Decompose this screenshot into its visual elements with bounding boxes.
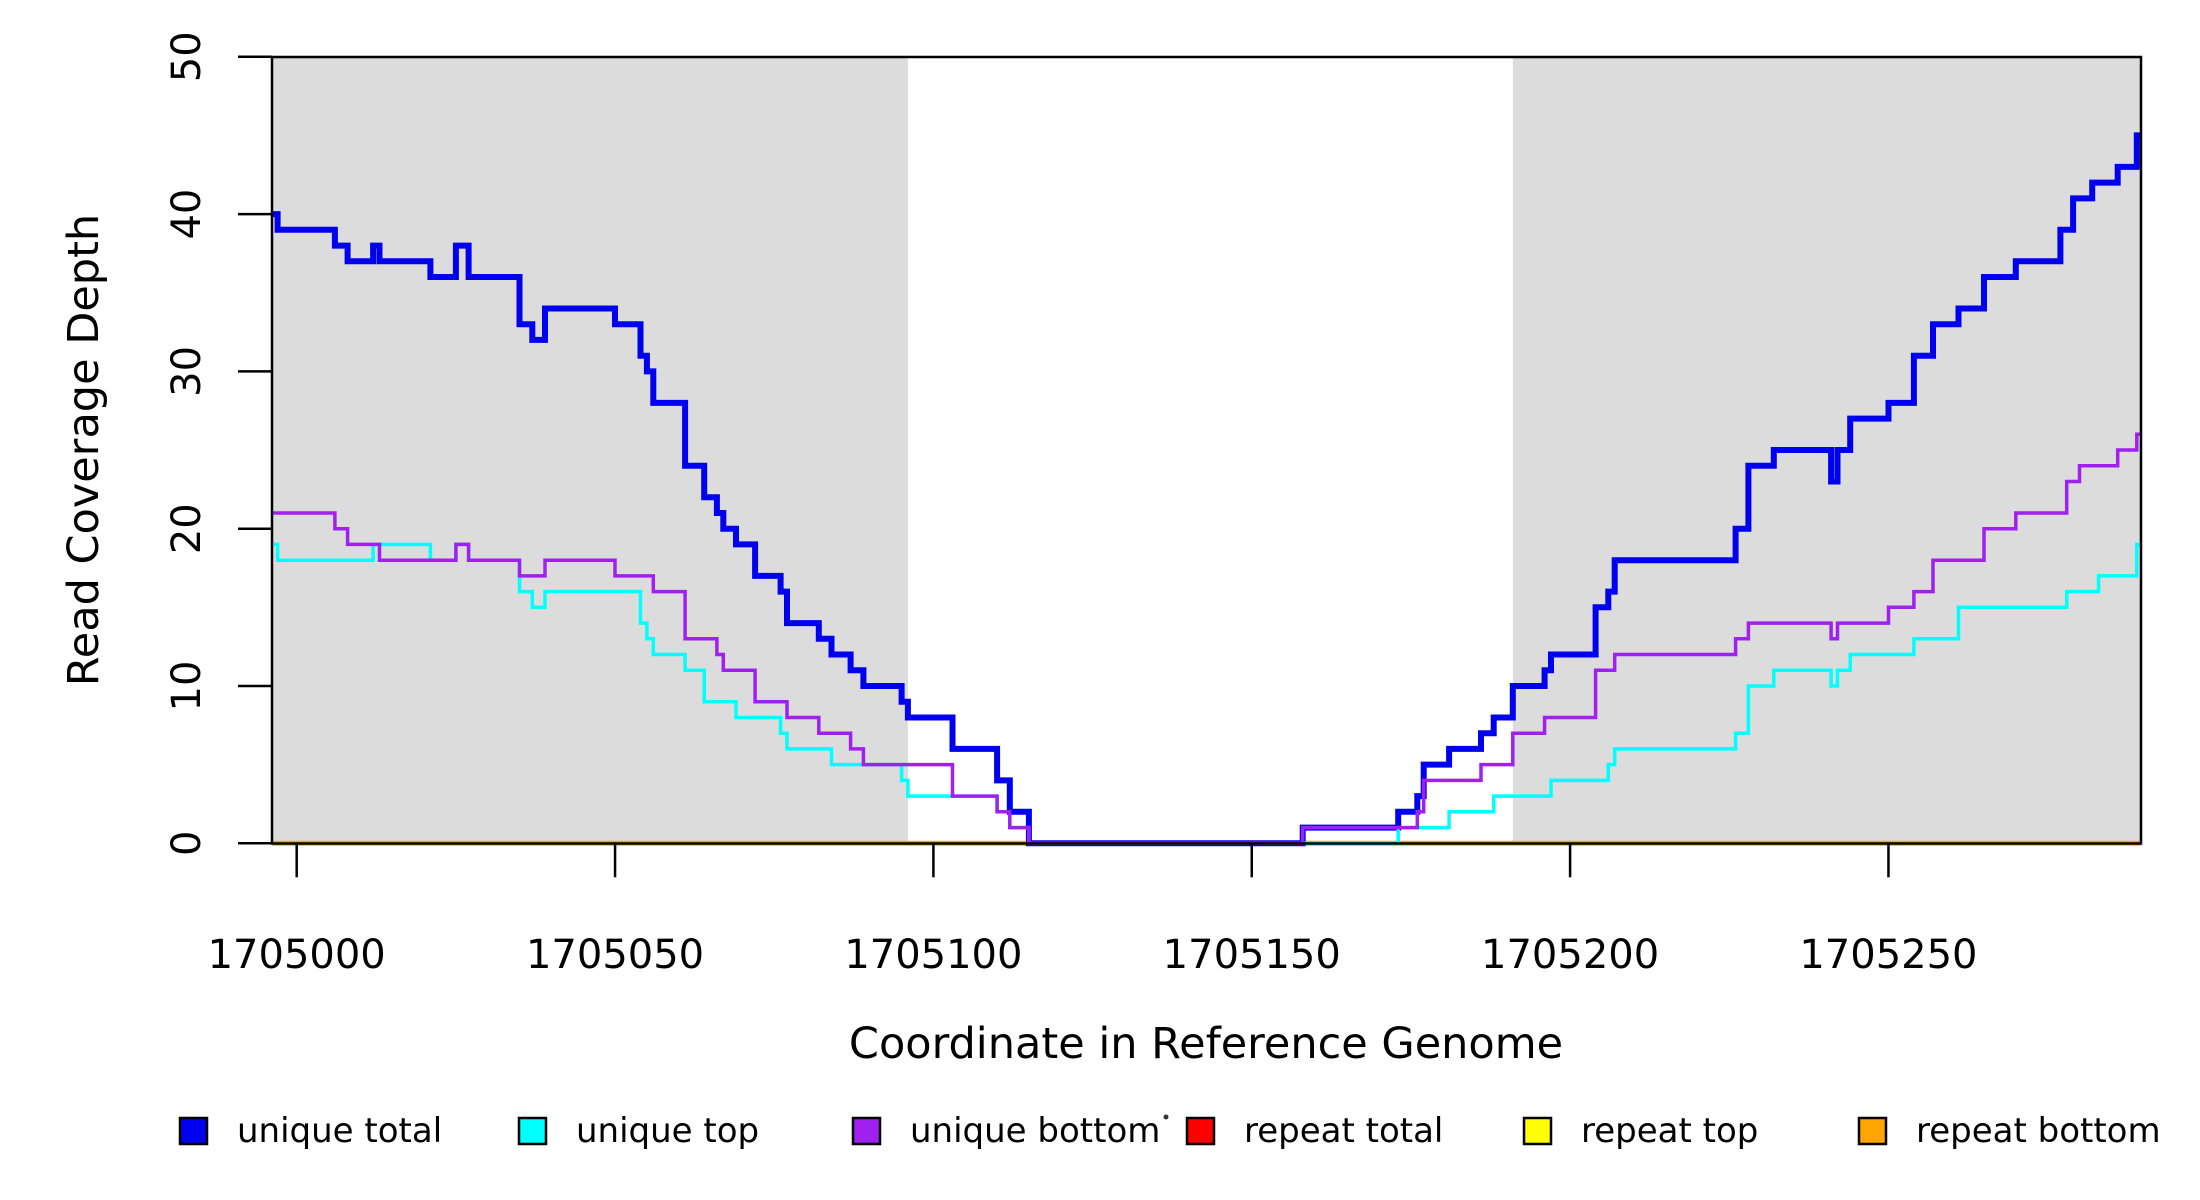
series-unique-total [272, 132, 2141, 847]
axis-tick-labels-layer: 1705000 1705050 1705100 1705150 1705200 17052… [164, 31, 1978, 978]
stray-dot-mark [1163, 1114, 1169, 1120]
legend-label-repeat-total: repeat total [1244, 1111, 1443, 1151]
x-tick-label: 1705250 [1799, 932, 1977, 978]
legend-label-unique-top: unique top [576, 1111, 759, 1151]
legend-label-repeat-bottom: repeat bottom [1916, 1111, 2161, 1151]
x-tick-label: 1705100 [844, 932, 1022, 978]
y-tick-label: 50 [164, 31, 210, 82]
legend-label-unique-total: unique total [237, 1111, 442, 1151]
legend-swatch-unique-bottom [851, 1116, 882, 1146]
legend-label-unique-bottom: unique bottom [910, 1111, 1160, 1151]
x-tick-label: 1705050 [526, 932, 704, 978]
legend-swatch-repeat-top [1522, 1116, 1553, 1146]
axis-ticks-layer [238, 55, 1890, 878]
x-tick-label: 1705200 [1481, 932, 1659, 978]
shaded-bands-layer [272, 57, 2141, 844]
legend-label-repeat-top: repeat top [1581, 1111, 1758, 1151]
legend-swatch-repeat-bottom [1857, 1116, 1888, 1146]
x-axis-title: Coordinate in Reference Genome [849, 1019, 1563, 1069]
y-axis-title: Read Coverage Depth [59, 214, 109, 686]
x-tick-label: 1705150 [1163, 932, 1341, 978]
legend-swatch-unique-total [178, 1116, 209, 1146]
x-tick-label: 1705000 [208, 932, 386, 978]
y-tick-label: 40 [164, 189, 210, 240]
y-tick-label: 10 [164, 661, 210, 712]
left-gray-band [272, 57, 908, 844]
y-tick-label: 20 [164, 503, 210, 554]
y-tick-label: 0 [164, 831, 210, 856]
legend-swatch-unique-top [517, 1116, 548, 1146]
legend-swatch-repeat-total [1185, 1116, 1216, 1146]
plot-border-box [270, 55, 2143, 845]
legend: unique total unique top unique bottom repea… [178, 1111, 2161, 1151]
y-tick-label: 30 [164, 346, 210, 397]
